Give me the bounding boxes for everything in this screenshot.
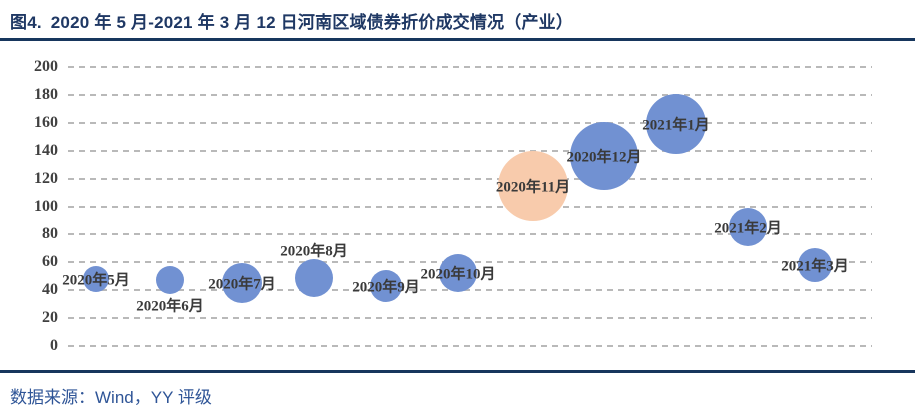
y-axis-tick-label-20: 20	[42, 309, 58, 327]
bubble-2020年6月	[156, 266, 184, 295]
figure-title-text: 2020 年 5 月-2021 年 3 月 12 日河南区域债券折价成交情况（产…	[50, 13, 574, 32]
footer-divider-rule	[0, 370, 915, 373]
point-label-2020年5月: 2020年5月	[62, 272, 130, 289]
gridline-y-0	[68, 345, 872, 347]
bubble-2021年3月	[798, 248, 832, 283]
point-label-2021年1月: 2021年1月	[642, 117, 710, 134]
y-axis-tick-label-40: 40	[42, 281, 58, 299]
point-label-2020年8月: 2020年8月	[280, 243, 348, 260]
point-label-2021年2月: 2021年2月	[714, 220, 782, 237]
data-source-caption: 数据来源：Wind，YY 评级	[10, 388, 212, 407]
y-axis-tick-label-100: 100	[34, 197, 58, 215]
bubble-2020年12月	[570, 122, 638, 191]
bubble-2020年8月	[295, 258, 333, 297]
point-label-2020年6月: 2020年6月	[136, 298, 204, 315]
gridline-y-200	[68, 66, 872, 68]
gridline-y-180	[68, 93, 872, 96]
bubble-2021年1月	[646, 94, 706, 155]
y-axis-tick-label-200: 200	[34, 58, 58, 75]
bubble-2021年2月	[729, 208, 767, 247]
gridline-y-80	[68, 233, 872, 236]
figure-number-label: 图4.	[10, 13, 42, 32]
y-axis-tick-label-60: 60	[42, 253, 58, 271]
point-label-2020年9月: 2020年9月	[352, 279, 420, 296]
gridline-y-160	[68, 121, 872, 124]
gridline-y-120	[68, 177, 872, 180]
point-label-2020年11月: 2020年11月	[495, 179, 571, 196]
gridline-y-140	[68, 149, 872, 152]
title-divider-rule	[0, 38, 915, 41]
y-axis-tick-label-160: 160	[34, 113, 58, 131]
bubble-2020年9月	[370, 270, 402, 302]
bubble-2020年7月	[222, 263, 262, 304]
y-axis-tick-label-180: 180	[34, 85, 58, 103]
y-axis-tick-label-120: 120	[34, 169, 58, 187]
gridline-y-20	[68, 317, 872, 320]
bubble-2020年11月	[498, 150, 568, 221]
y-axis-tick-label-80: 80	[42, 225, 58, 243]
point-label-2020年7月: 2020年7月	[208, 276, 276, 293]
bubble-2020年5月	[83, 266, 109, 293]
figure-title: 图4. 2020 年 5 月-2021 年 3 月 12 日河南区域债券折价成交情…	[10, 8, 573, 33]
y-axis-tick-label-140: 140	[34, 141, 58, 159]
point-label-2020年10月: 2020年10月	[420, 266, 496, 283]
gridline-y-100	[68, 205, 872, 208]
bubble-2020年10月	[439, 254, 477, 293]
point-label-2020年12月: 2020年12月	[566, 149, 642, 166]
y-axis-tick-label-0: 0	[50, 337, 58, 354]
point-label-2021年3月: 2021年3月	[781, 258, 849, 275]
gridline-y-40	[68, 289, 872, 292]
